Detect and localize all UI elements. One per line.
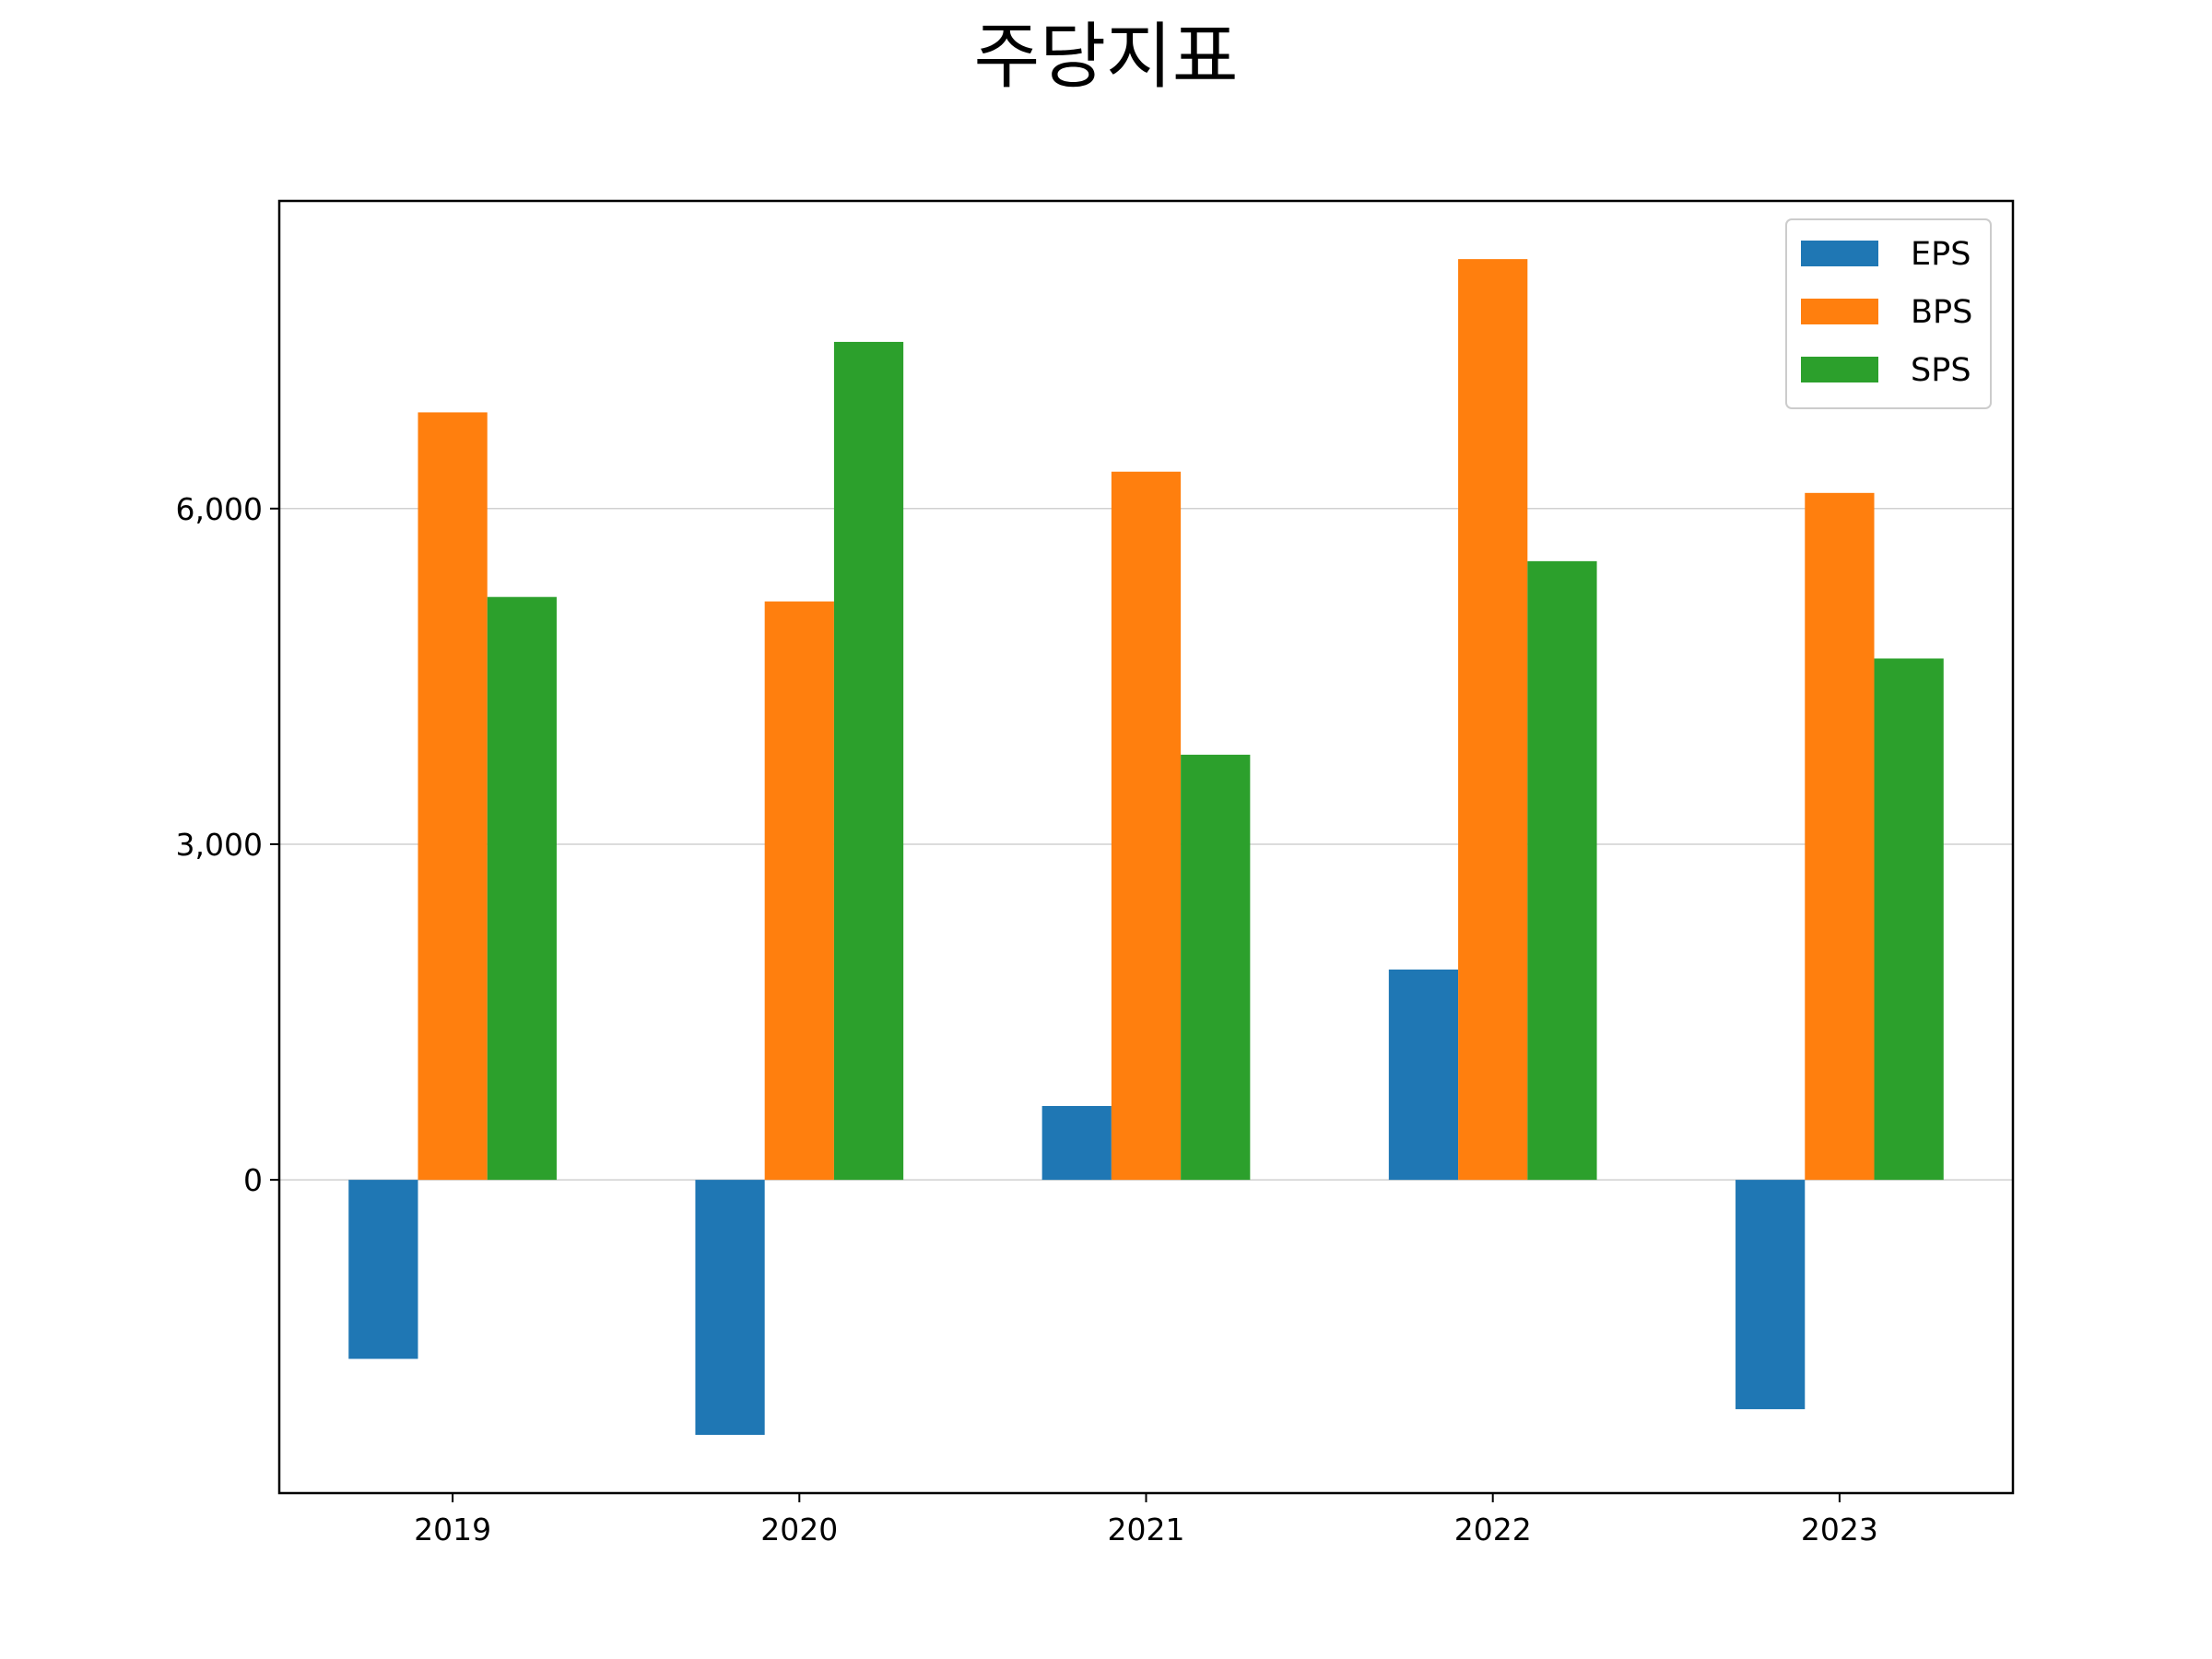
- legend-label-bps: BPS: [1911, 294, 1972, 331]
- bar-sps-2022: [1527, 560, 1597, 1181]
- bar-bps-2022: [1458, 259, 1528, 1181]
- y-tick-label: 3,000: [176, 827, 263, 863]
- axis-ticks: 0 3,000 6,000 2019 2020 2021 2022 2023: [176, 491, 1878, 1547]
- x-tick-label: 2023: [1801, 1512, 1878, 1547]
- legend-swatch-sps: [1801, 357, 1878, 382]
- y-tick-label: 6,000: [176, 491, 263, 527]
- bar-eps-2019: [348, 1180, 418, 1359]
- chart-title: 주당지표: [973, 16, 1238, 99]
- legend: EPS BPS SPS: [1785, 218, 1992, 409]
- y-tick-label: 0: [243, 1162, 263, 1198]
- legend-label-eps: EPS: [1911, 236, 1971, 273]
- bar-sps-2023: [1874, 658, 1944, 1181]
- legend-swatch-eps: [1801, 241, 1878, 266]
- bars: [348, 259, 1944, 1435]
- legend-swatch-bps: [1801, 299, 1878, 324]
- bar-bps-2019: [418, 412, 488, 1181]
- bar-sps-2021: [1181, 754, 1251, 1181]
- x-tick-label: 2022: [1454, 1512, 1532, 1547]
- x-tick-label: 2020: [760, 1512, 838, 1547]
- bar-eps-2023: [1735, 1180, 1806, 1409]
- legend-label-sps: SPS: [1911, 352, 1971, 389]
- bar-sps-2020: [833, 341, 904, 1181]
- bar-eps-2021: [1041, 1106, 1112, 1181]
- bar-bps-2023: [1805, 492, 1875, 1181]
- x-tick-label: 2021: [1108, 1512, 1185, 1547]
- bar-sps-2019: [487, 596, 557, 1181]
- bar-bps-2021: [1111, 471, 1182, 1181]
- bar-eps-2020: [695, 1180, 765, 1435]
- bar-bps-2020: [764, 601, 834, 1181]
- x-tick-label: 2019: [414, 1512, 491, 1547]
- bar-eps-2022: [1388, 969, 1459, 1181]
